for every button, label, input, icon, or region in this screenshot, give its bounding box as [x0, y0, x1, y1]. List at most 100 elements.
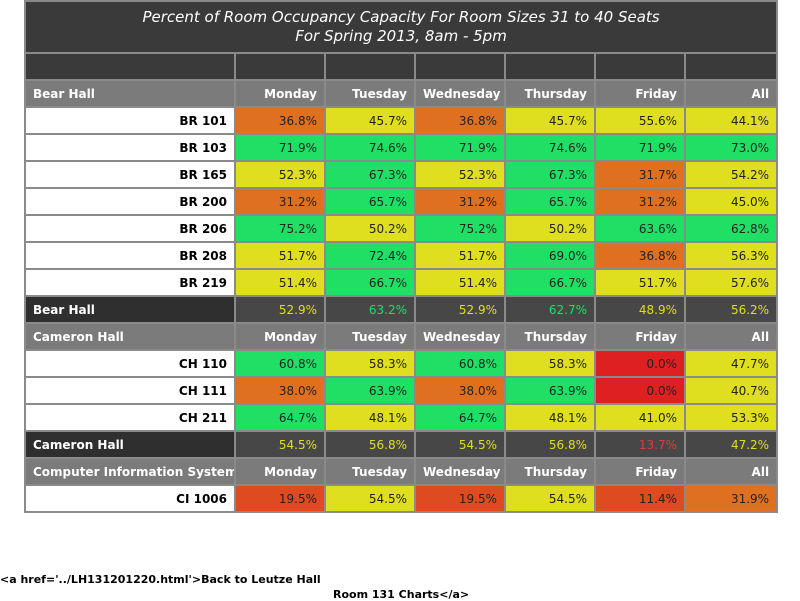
back-link-line-1: <a href='../LH131201220.html'>Back to Le… — [0, 573, 321, 586]
occupancy-cell: 48.1% — [324, 403, 416, 432]
occupancy-cell: 0.0% — [594, 349, 686, 378]
occupancy-cell: 65.7% — [324, 187, 416, 216]
summary-cell: 56.8% — [504, 430, 596, 459]
summary-cell: 52.9% — [414, 295, 506, 324]
column-header-all: All — [683, 322, 779, 351]
title-line-2: For Spring 2013, 8am - 5pm — [295, 27, 507, 45]
summary-cell: 62.7% — [504, 295, 596, 324]
summary-cell: 54.5% — [234, 430, 326, 459]
column-header-thursday: Thursday — [504, 79, 596, 108]
occupancy-cell: 31.2% — [234, 187, 326, 216]
room-name: CH 211 — [24, 403, 236, 432]
occupancy-cell: 11.4% — [594, 484, 686, 513]
occupancy-cell: 36.8% — [414, 106, 506, 135]
column-header-monday: Monday — [234, 322, 326, 351]
occupancy-cell: 63.6% — [594, 214, 686, 243]
occupancy-cell: 66.7% — [504, 268, 596, 297]
occupancy-cell: 45.7% — [504, 106, 596, 135]
table-body: Percent of Room Occupancy Capacity For R… — [23, 0, 779, 513]
occupancy-cell: 31.9% — [683, 484, 779, 513]
occupancy-cell: 66.7% — [324, 268, 416, 297]
blank-cell — [414, 52, 506, 81]
occupancy-cell: 71.9% — [234, 133, 326, 162]
column-header-tuesday: Tuesday — [324, 322, 416, 351]
occupancy-cell: 38.0% — [234, 376, 326, 405]
group-header-row: Bear Hall Monday Tuesday Wednesday Thursday F… — [24, 79, 779, 108]
occupancy-cell: 45.7% — [324, 106, 416, 135]
blank-cell — [234, 52, 326, 81]
column-header-tuesday: Tuesday — [324, 79, 416, 108]
room-name: BR 200 — [24, 187, 236, 216]
room-row-br-103: BR 103 71.9% 74.6% 71.9% 74.6% 71.9% 73.0% — [24, 133, 779, 162]
column-header-friday: Friday — [594, 322, 686, 351]
column-header-wednesday: Wednesday — [414, 457, 506, 486]
occupancy-cell: 54.5% — [324, 484, 416, 513]
summary-name: Bear Hall — [24, 295, 236, 324]
occupancy-cell: 52.3% — [234, 160, 326, 189]
occupancy-cell: 31.2% — [414, 187, 506, 216]
column-header-friday: Friday — [594, 457, 686, 486]
room-name: CH 110 — [24, 349, 236, 378]
room-row-br-206: BR 206 75.2% 50.2% 75.2% 50.2% 63.6% 62.8% — [24, 214, 779, 243]
column-header-thursday: Thursday — [504, 322, 596, 351]
room-row-ch-110: CH 110 60.8% 58.3% 60.8% 58.3% 0.0% 47.7% — [24, 349, 779, 378]
occupancy-cell: 36.8% — [234, 106, 326, 135]
occupancy-cell: 65.7% — [504, 187, 596, 216]
room-row-br-208: BR 208 51.7% 72.4% 51.7% 69.0% 36.8% 56.3% — [24, 241, 779, 270]
group-name-computer-information-systems: Computer Information Systems — [24, 457, 236, 486]
title-row: Percent of Room Occupancy Capacity For R… — [23, 0, 779, 54]
room-row-ch-111: CH 111 38.0% 63.9% 38.0% 63.9% 0.0% 40.7% — [24, 376, 779, 405]
column-header-tuesday: Tuesday — [324, 457, 416, 486]
room-name: CI 1006 — [24, 484, 236, 513]
occupancy-cell: 19.5% — [234, 484, 326, 513]
occupancy-cell: 53.3% — [683, 403, 779, 432]
group-header-row: Cameron Hall Monday Tuesday Wednesday Thursd… — [24, 322, 779, 351]
occupancy-cell: 57.6% — [683, 268, 779, 297]
room-name: BR 219 — [24, 268, 236, 297]
occupancy-cell: 55.6% — [594, 106, 686, 135]
occupancy-cell: 48.1% — [504, 403, 596, 432]
summary-cell: 47.2% — [683, 430, 779, 459]
occupancy-cell: 44.1% — [683, 106, 779, 135]
column-header-wednesday: Wednesday — [414, 79, 506, 108]
room-name: BR 103 — [24, 133, 236, 162]
blank-cell — [324, 52, 416, 81]
room-name: BR 206 — [24, 214, 236, 243]
occupancy-cell: 67.3% — [324, 160, 416, 189]
summary-cell: 52.9% — [234, 295, 326, 324]
occupancy-cell: 31.7% — [594, 160, 686, 189]
occupancy-cell: 51.7% — [414, 241, 506, 270]
occupancy-cell: 63.9% — [324, 376, 416, 405]
occupancy-cell: 60.8% — [414, 349, 506, 378]
occupancy-cell: 50.2% — [504, 214, 596, 243]
occupancy-cell: 56.3% — [683, 241, 779, 270]
occupancy-cell: 54.2% — [683, 160, 779, 189]
occupancy-cell: 54.5% — [504, 484, 596, 513]
room-row-br-219: BR 219 51.4% 66.7% 51.4% 66.7% 51.7% 57.6% — [24, 268, 779, 297]
occupancy-cell: 19.5% — [414, 484, 506, 513]
occupancy-cell: 60.8% — [234, 349, 326, 378]
room-name: CH 111 — [24, 376, 236, 405]
occupancy-cell: 58.3% — [324, 349, 416, 378]
occupancy-cell: 75.2% — [234, 214, 326, 243]
occupancy-cell: 71.9% — [594, 133, 686, 162]
room-row-br-200: BR 200 31.2% 65.7% 31.2% 65.7% 31.2% 45.0% — [24, 187, 779, 216]
occupancy-cell: 36.8% — [594, 241, 686, 270]
summary-cell: 63.2% — [324, 295, 416, 324]
blank-cell — [594, 52, 686, 81]
occupancy-cell: 51.4% — [234, 268, 326, 297]
occupancy-cell: 45.0% — [683, 187, 779, 216]
occupancy-cell: 63.9% — [504, 376, 596, 405]
occupancy-cell: 69.0% — [504, 241, 596, 270]
room-row-br-101: BR 101 36.8% 45.7% 36.8% 45.7% 55.6% 44.1% — [24, 106, 779, 135]
column-header-thursday: Thursday — [504, 457, 596, 486]
group-summary-row: Cameron Hall 54.5% 56.8% 54.5% 56.8% 13.7% 47.… — [24, 430, 779, 459]
column-header-monday: Monday — [234, 457, 326, 486]
occupancy-cell: 31.2% — [594, 187, 686, 216]
column-header-wednesday: Wednesday — [414, 322, 506, 351]
summary-cell: 54.5% — [414, 430, 506, 459]
occupancy-cell: 64.7% — [234, 403, 326, 432]
summary-cell: 13.7% — [594, 430, 686, 459]
occupancy-cell: 75.2% — [414, 214, 506, 243]
group-header-row: Computer Information Systems Monday Tuesda… — [24, 457, 779, 486]
